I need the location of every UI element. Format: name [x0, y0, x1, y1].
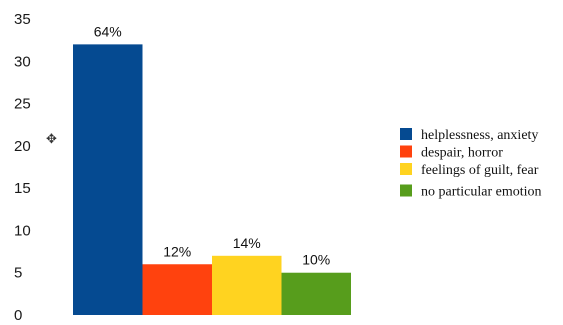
bar: [281, 272, 351, 315]
y-tick-label: 25: [14, 96, 31, 113]
data-label: 10%: [302, 252, 330, 268]
legend-label: feelings of guilt, fear: [421, 163, 539, 178]
data-label: 64%: [94, 23, 122, 39]
legend-swatch: [400, 184, 412, 197]
legend-label: despair, horror: [421, 146, 503, 161]
y-tick-label: 10: [14, 222, 31, 239]
move-cursor-icon: ✥: [46, 132, 57, 147]
y-tick-label: 15: [14, 180, 31, 197]
bars: [73, 44, 351, 315]
y-tick-label: 0: [14, 307, 22, 320]
legend: helplessness, anxiety despair, horror feel…: [400, 128, 542, 200]
y-tick-label: 20: [14, 138, 31, 155]
legend-swatch: [400, 128, 412, 140]
legend-label: no particular emotion: [421, 185, 542, 200]
legend-swatch: [400, 163, 412, 175]
bar: [142, 264, 212, 315]
y-tick-label: 5: [14, 265, 22, 282]
bar: [73, 44, 143, 315]
data-labels: 64% 12% 14% 10%: [94, 23, 331, 267]
y-tick-label: 35: [14, 11, 31, 28]
legend-swatch: [400, 145, 412, 158]
legend-label: helplessness, anxiety: [421, 128, 538, 143]
data-label: 12%: [163, 243, 191, 259]
data-label: 14%: [233, 235, 261, 251]
y-axis: 0 5 10 15 20 25 30 35: [14, 11, 31, 324]
bar: [212, 255, 282, 315]
y-tick-label: 30: [14, 53, 31, 70]
